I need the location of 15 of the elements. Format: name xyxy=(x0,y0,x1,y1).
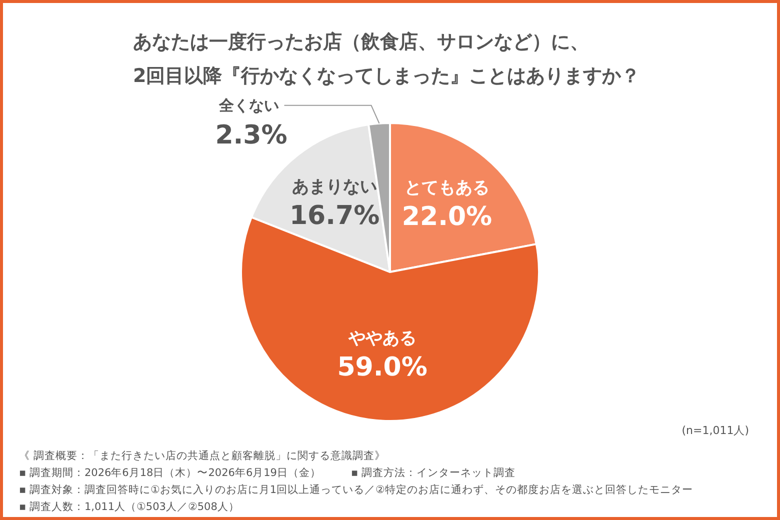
data-label: 59.0% xyxy=(337,352,428,383)
text: (n=1,011人) xyxy=(682,423,749,438)
slice-label: ややある xyxy=(347,328,416,349)
chart-title: あなたは一度行ったお店（飲食店、サロンなど）に、 2回目以降『行かなくなってしまった』ことはありますか？ xyxy=(133,30,642,89)
slice-label: あまりない xyxy=(292,176,378,197)
slice-label: 全くない xyxy=(218,96,280,114)
data-label: 22.0% xyxy=(402,202,492,232)
slice-label: とてもある xyxy=(404,178,490,198)
text: ▪ 調査方法：インターネット調査 xyxy=(350,466,516,481)
text: ▪ 調査人数：1,011人（①503人／②508人） xyxy=(19,500,240,515)
text: ▪ 調査対象：調査回答時に①お気に入りのお店に月1回以上通っている／②特定のお店に通わず、その都度お店を選ぶと回答したモニター xyxy=(19,483,693,498)
text: ▪ 調査期間：2026年6月18日（木）〜2026年6月19日（金） xyxy=(19,466,321,481)
text: 《 調査概要：「また行きたい店の共通点と顧客離脱」に関する意識調査》 xyxy=(19,449,386,464)
data-label: 16.7% xyxy=(289,200,380,231)
data-label: 2.3% xyxy=(215,120,288,150)
